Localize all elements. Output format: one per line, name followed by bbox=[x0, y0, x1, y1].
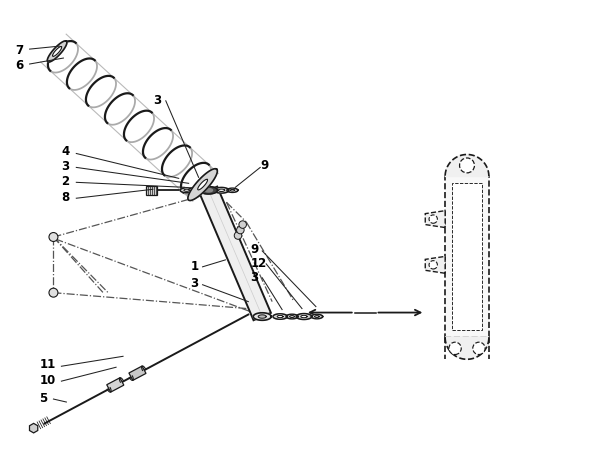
Polygon shape bbox=[311, 314, 323, 319]
Circle shape bbox=[239, 221, 246, 228]
Polygon shape bbox=[48, 41, 76, 71]
Bar bbox=[146, 186, 157, 195]
Polygon shape bbox=[286, 314, 298, 319]
Circle shape bbox=[449, 342, 461, 354]
Polygon shape bbox=[188, 188, 203, 193]
Circle shape bbox=[234, 232, 242, 239]
Polygon shape bbox=[425, 210, 445, 228]
Text: 3: 3 bbox=[62, 161, 69, 173]
Polygon shape bbox=[162, 145, 190, 175]
Circle shape bbox=[429, 261, 437, 269]
Polygon shape bbox=[289, 315, 295, 317]
Polygon shape bbox=[124, 111, 152, 140]
Polygon shape bbox=[200, 187, 271, 320]
Text: 1: 1 bbox=[191, 260, 199, 273]
Polygon shape bbox=[86, 76, 114, 105]
Text: 3: 3 bbox=[153, 94, 161, 107]
Polygon shape bbox=[273, 314, 287, 319]
Polygon shape bbox=[53, 47, 62, 57]
Polygon shape bbox=[218, 189, 225, 191]
Circle shape bbox=[49, 288, 58, 297]
Text: 3: 3 bbox=[251, 271, 258, 284]
Text: 9: 9 bbox=[260, 160, 269, 172]
Polygon shape bbox=[445, 337, 489, 359]
Text: 6: 6 bbox=[16, 59, 24, 72]
Polygon shape bbox=[180, 188, 193, 193]
Polygon shape bbox=[184, 189, 190, 191]
Bar bbox=[452, 183, 482, 331]
Circle shape bbox=[429, 215, 437, 223]
Polygon shape bbox=[47, 41, 67, 62]
Polygon shape bbox=[193, 189, 199, 191]
Polygon shape bbox=[214, 188, 229, 193]
Circle shape bbox=[459, 158, 474, 173]
Polygon shape bbox=[425, 256, 445, 273]
Text: 9: 9 bbox=[251, 243, 258, 256]
Polygon shape bbox=[29, 423, 38, 433]
Polygon shape bbox=[315, 315, 319, 317]
Polygon shape bbox=[254, 313, 271, 320]
Text: 3: 3 bbox=[191, 277, 199, 290]
Polygon shape bbox=[198, 179, 208, 190]
Polygon shape bbox=[445, 154, 489, 176]
Polygon shape bbox=[205, 189, 212, 192]
Polygon shape bbox=[258, 315, 266, 318]
Polygon shape bbox=[277, 315, 283, 318]
Text: 4: 4 bbox=[62, 145, 69, 159]
Polygon shape bbox=[188, 169, 217, 200]
Polygon shape bbox=[200, 187, 218, 194]
Text: 8: 8 bbox=[62, 191, 69, 204]
Text: 5: 5 bbox=[39, 392, 48, 405]
Polygon shape bbox=[445, 176, 489, 337]
Text: 11: 11 bbox=[39, 358, 56, 371]
Polygon shape bbox=[106, 378, 124, 392]
Polygon shape bbox=[143, 128, 171, 158]
Polygon shape bbox=[227, 188, 238, 192]
Circle shape bbox=[49, 233, 58, 241]
Polygon shape bbox=[230, 190, 234, 191]
Polygon shape bbox=[105, 93, 133, 123]
Text: 12: 12 bbox=[251, 257, 267, 270]
Polygon shape bbox=[67, 58, 94, 88]
Text: 7: 7 bbox=[16, 44, 24, 57]
Text: 10: 10 bbox=[39, 374, 56, 387]
Circle shape bbox=[473, 342, 485, 354]
Polygon shape bbox=[296, 314, 312, 320]
Circle shape bbox=[237, 226, 244, 234]
Polygon shape bbox=[301, 315, 307, 318]
Polygon shape bbox=[181, 163, 209, 192]
Text: 2: 2 bbox=[62, 175, 69, 188]
Polygon shape bbox=[129, 366, 146, 380]
